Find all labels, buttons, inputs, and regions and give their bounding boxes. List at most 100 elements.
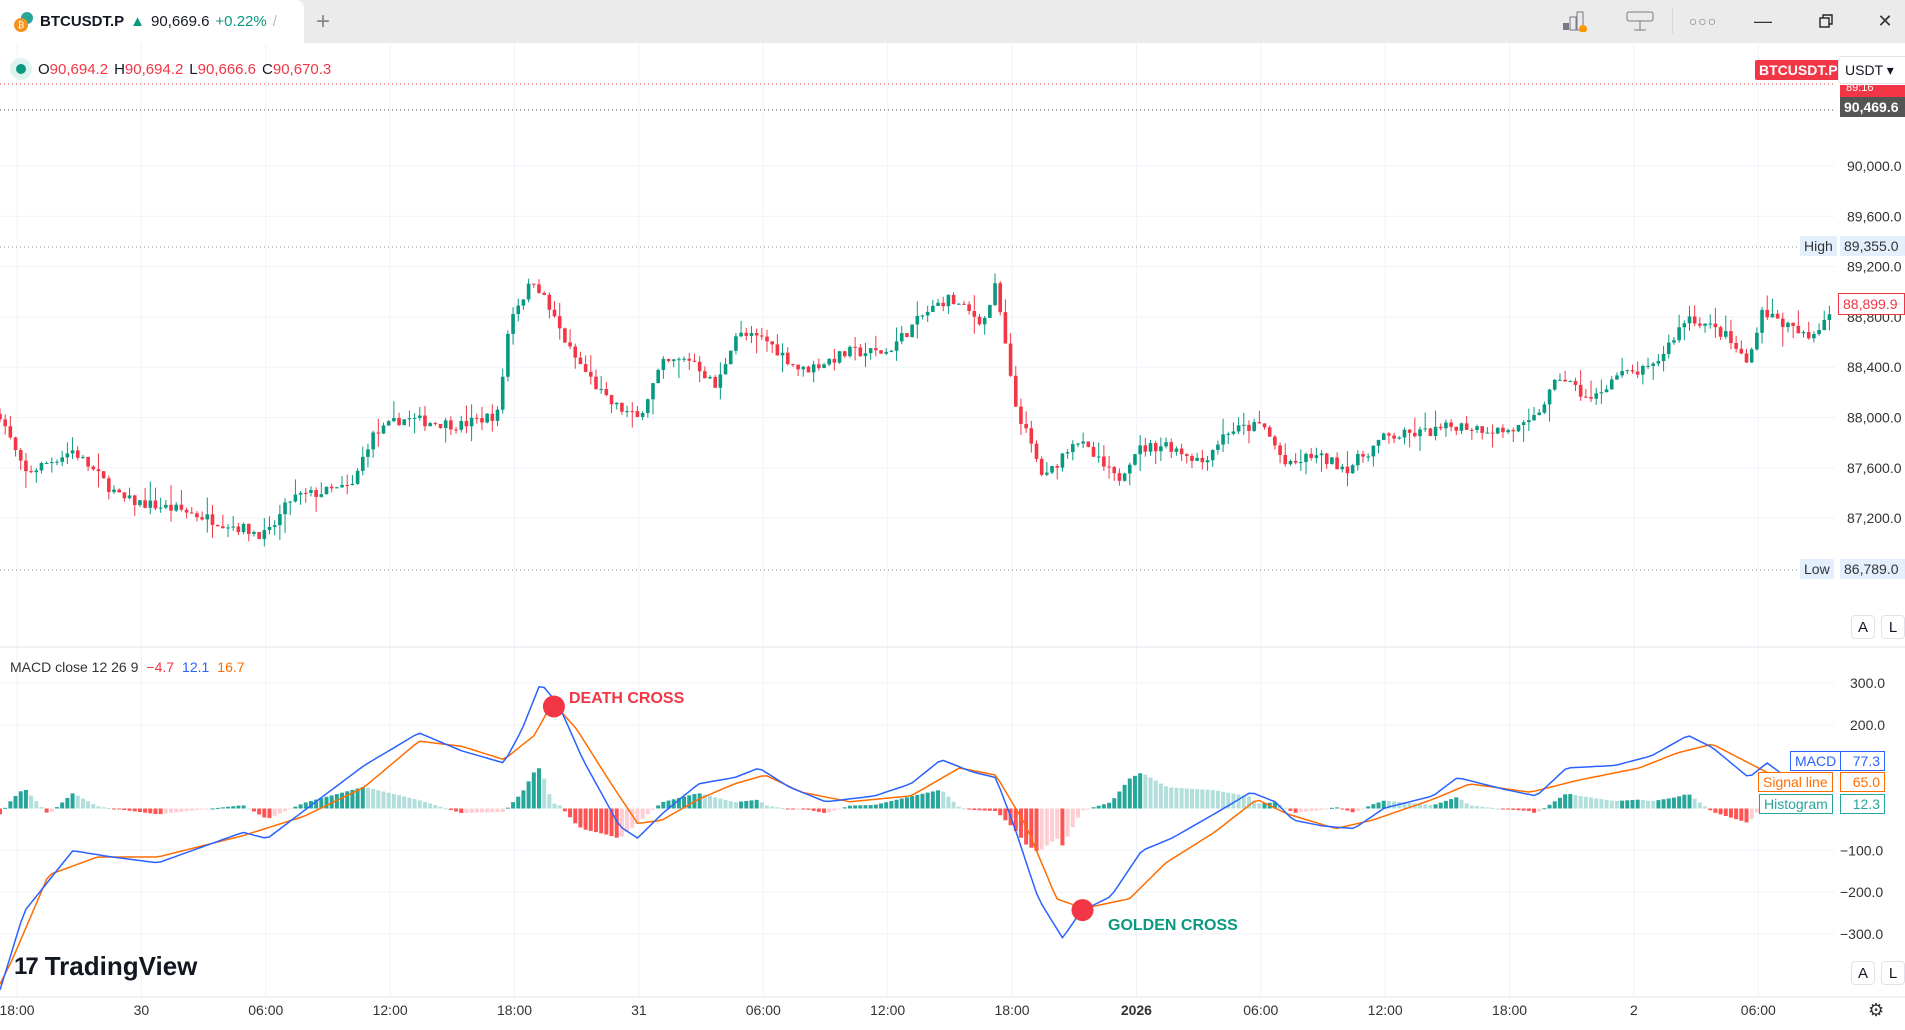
candle xyxy=(713,376,717,388)
candle xyxy=(1273,436,1277,446)
histogram-bar xyxy=(884,802,889,809)
candle xyxy=(848,346,852,357)
histogram-bar xyxy=(1174,787,1179,809)
histogram-bar xyxy=(739,801,744,809)
settings-gear-icon[interactable]: ⚙ xyxy=(1868,1000,1885,1020)
time-tick-label: 18:00 xyxy=(0,1002,35,1018)
candle xyxy=(1127,464,1132,474)
histogram-bar xyxy=(511,802,516,809)
histogram-bar xyxy=(1200,789,1205,809)
candle xyxy=(1319,453,1324,456)
tradingview-mark-icon: 17 xyxy=(14,952,39,980)
histogram-bar xyxy=(1112,798,1117,809)
layout-icon[interactable] xyxy=(1620,6,1660,36)
candle xyxy=(583,364,588,372)
candle xyxy=(1210,449,1215,461)
candle xyxy=(811,364,816,373)
histogram-bar xyxy=(827,808,832,813)
close-button[interactable]: ✕ xyxy=(1877,10,1893,31)
candle xyxy=(1532,415,1536,421)
candle xyxy=(1376,439,1381,446)
currency-dropdown[interactable]: USDT ▾ xyxy=(1838,56,1905,84)
time-tick-label: 12:00 xyxy=(1368,1002,1403,1018)
histogram-bar xyxy=(505,807,510,809)
histogram-bar xyxy=(469,808,474,813)
histogram-bar xyxy=(640,808,645,819)
histogram-bar xyxy=(1096,805,1101,809)
alerts-icon[interactable] xyxy=(1555,6,1595,36)
histogram-bar xyxy=(853,805,858,809)
candle xyxy=(666,358,671,361)
macd-legend[interactable]: MACD close 12 26 9 −4.7 12.1 16.7 xyxy=(10,659,245,675)
macd-auto-scale-button[interactable]: A xyxy=(1851,961,1875,985)
histogram-bar xyxy=(1713,808,1718,813)
candle xyxy=(1723,331,1728,337)
candle xyxy=(360,456,365,471)
histogram-bar xyxy=(1604,799,1609,809)
histogram-bar xyxy=(936,790,941,809)
histogram-bar xyxy=(1506,808,1511,810)
histogram-bar xyxy=(1692,798,1697,809)
histogram-bar xyxy=(1215,790,1220,809)
log-scale-button[interactable]: L xyxy=(1881,615,1905,639)
candle xyxy=(231,526,236,528)
histogram-bar xyxy=(1101,804,1106,809)
candle xyxy=(568,342,572,347)
histogram-bar xyxy=(1029,808,1034,848)
histogram-bar xyxy=(1661,799,1666,809)
histogram-bar xyxy=(666,800,671,809)
minimize-button[interactable]: — xyxy=(1754,10,1772,31)
time-tick-label: 12:00 xyxy=(373,1002,408,1018)
candle xyxy=(1584,396,1588,398)
candle xyxy=(1744,353,1749,363)
candle xyxy=(1402,429,1407,438)
candle xyxy=(671,359,676,361)
histogram-bar xyxy=(1609,800,1614,809)
candle xyxy=(998,283,1003,313)
candle xyxy=(153,500,158,509)
last-price-tag-partial: 89:16 xyxy=(1840,85,1905,97)
candle xyxy=(806,366,811,373)
new-tab-button[interactable]: + xyxy=(316,8,331,35)
candle xyxy=(894,341,899,351)
tradingview-logo[interactable]: 17 TradingView xyxy=(14,951,197,982)
more-icon[interactable]: ○○○ xyxy=(1688,13,1718,29)
macd-tick-label: 300.0 xyxy=(1850,675,1885,691)
histogram-bar xyxy=(625,808,630,833)
histogram-bar xyxy=(1697,802,1702,809)
candle xyxy=(1086,441,1091,447)
up-arrow-icon: ▲ xyxy=(130,13,146,30)
candle xyxy=(485,413,489,423)
histogram-bar xyxy=(573,808,578,824)
auto-scale-button[interactable]: A xyxy=(1851,615,1875,639)
restore-button[interactable] xyxy=(1806,6,1846,36)
histogram-bar xyxy=(1671,797,1676,809)
histogram-bar xyxy=(200,808,205,810)
candle xyxy=(288,501,293,503)
histogram-bar xyxy=(568,808,573,818)
candle xyxy=(1314,455,1319,458)
high-tag-value: 89,355.0 xyxy=(1840,236,1905,256)
histogram-bar xyxy=(1298,808,1303,813)
time-tick-label: 30 xyxy=(134,1002,150,1018)
candle xyxy=(81,456,85,458)
tab-btcusdt[interactable]: ₿ BTCUSDT.P ▲ 90,669.6 +0.22% / xyxy=(0,0,304,43)
histogram-bar xyxy=(842,807,847,809)
histogram-bar xyxy=(365,787,370,809)
histogram-bar xyxy=(169,808,174,813)
candle xyxy=(174,504,179,511)
macd-log-scale-button[interactable]: L xyxy=(1881,961,1905,985)
candle xyxy=(1677,327,1681,341)
candle xyxy=(1267,427,1272,437)
histogram-bar xyxy=(1210,790,1215,809)
candle xyxy=(1143,445,1148,452)
histogram-bar xyxy=(1195,789,1200,809)
histogram-bar xyxy=(1614,800,1619,809)
candle xyxy=(1454,426,1459,431)
death-cross-label: DEATH CROSS xyxy=(569,690,685,707)
candle xyxy=(796,364,800,370)
candle xyxy=(1537,412,1542,416)
histogram-bar xyxy=(1335,807,1340,809)
signal-name-tag: Signal line xyxy=(1758,772,1833,792)
